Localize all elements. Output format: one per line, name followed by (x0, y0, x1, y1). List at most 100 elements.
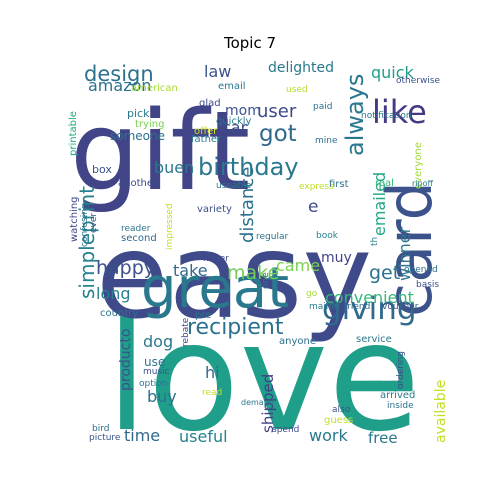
word-go: go (306, 289, 318, 299)
word-available: available (433, 380, 449, 443)
word-read: read (202, 388, 222, 398)
word-father: father (191, 134, 222, 145)
word-demand: demand (241, 398, 274, 407)
word-quickly: quickly (216, 116, 252, 127)
word-ordering: ordering (396, 351, 406, 389)
word-offer: offer (194, 126, 218, 137)
word-easy: easy (96, 207, 372, 345)
word-time: time (124, 426, 160, 445)
word-happy: happy (96, 257, 155, 279)
word-gift: gift (70, 87, 250, 215)
word-pre: pre (195, 310, 211, 321)
word-great: great (141, 256, 289, 321)
word-came: came (276, 256, 320, 275)
word-delighted: delighted (268, 61, 334, 76)
word-otherwise: otherwise (396, 76, 441, 86)
word-paid: paid (313, 102, 332, 112)
word-mailed: mailed (309, 302, 340, 312)
word-muy: muy (321, 250, 352, 266)
word-cloud: love easy gift great card giving like birthday s… (66, 61, 452, 447)
word-useful: useful (179, 427, 228, 446)
word-everyone: everyone (413, 142, 424, 189)
word-variety: variety (197, 204, 232, 215)
word-love: love (106, 291, 421, 447)
word-second: second (121, 233, 157, 244)
word-card: card (373, 181, 446, 317)
word-car: car (222, 118, 248, 137)
word-inside: inside (387, 401, 414, 411)
word-emailed: emailed (370, 172, 389, 236)
word-book: book (316, 231, 339, 241)
word-long: long (96, 284, 131, 303)
word-th: th (370, 237, 380, 246)
word-law: law (204, 62, 231, 81)
word-work: work (309, 426, 348, 445)
word-make: make (227, 262, 279, 284)
word-impressed: impressed (165, 203, 175, 250)
word-giving: giving (322, 291, 417, 327)
word-simpleprint: simpleprint (75, 186, 99, 299)
word-confusing: confusing (80, 203, 90, 247)
word-mom: mom (225, 103, 261, 119)
word-used: used (286, 85, 308, 95)
word-ever: ever (89, 213, 99, 233)
word-hi: hi (205, 363, 220, 382)
word-got: got (259, 121, 297, 147)
word-anyone: anyone (279, 336, 316, 347)
word-country: country (100, 308, 138, 319)
word-someone: someone (110, 129, 165, 143)
word-picture: picture (89, 433, 121, 443)
word-dog: dog (143, 332, 173, 351)
word-basis: basis (416, 280, 439, 290)
word-printable: printable (68, 111, 79, 156)
word-get: get (369, 262, 400, 284)
word-useable: useable (216, 181, 252, 191)
word-real: real (375, 178, 394, 189)
word-use: use (144, 355, 165, 369)
word-music: music (143, 367, 170, 377)
word-birthday: birthday (198, 153, 299, 181)
word-first: first (329, 179, 349, 190)
word-ripoff: ripoff (412, 179, 433, 188)
word-like: like (372, 93, 427, 131)
word-user: user (257, 101, 297, 122)
word-mine: mine (315, 136, 338, 146)
word-regular: regular (256, 232, 288, 242)
word-spend: spend (272, 425, 299, 435)
word-pick: pick (127, 107, 150, 120)
figure-title: Topic 7 (223, 34, 277, 52)
word-also: also (332, 405, 351, 415)
word-glad: glad (199, 98, 221, 109)
word-buen: buen (154, 158, 194, 177)
word-e: e (308, 197, 318, 217)
word-quick: quick (371, 63, 415, 82)
word-rebate: rebate (181, 317, 191, 347)
word-convenient: convenient (325, 288, 414, 307)
word-always: always (341, 74, 369, 156)
word-distance: distance (237, 167, 258, 243)
word-guess: guess (324, 415, 353, 426)
word-email: email (218, 81, 246, 92)
word-american: american (131, 83, 178, 94)
word-recipient: recipient (187, 315, 284, 340)
word-service: service (356, 334, 392, 345)
word-box: box (92, 163, 112, 176)
word-notification: notification (361, 111, 412, 121)
word-free: free (368, 429, 398, 447)
word-voucher: voucher (382, 302, 419, 312)
word-take: take (173, 261, 208, 280)
word-never: never (203, 254, 229, 264)
word-amazon: amazon (88, 76, 152, 95)
word-producto: producto (118, 329, 134, 391)
word-shipped: shipped (259, 374, 277, 433)
word-watching: watching (69, 196, 80, 242)
word-trying: trying (135, 119, 164, 130)
word-design: design (84, 62, 154, 86)
word-bird: bird (92, 424, 109, 434)
word-one: one (261, 272, 271, 289)
word-winner: winner (395, 226, 414, 281)
word-buy: buy (147, 387, 177, 406)
word-option: option (139, 379, 167, 389)
word-arrived: arrived (380, 390, 415, 401)
